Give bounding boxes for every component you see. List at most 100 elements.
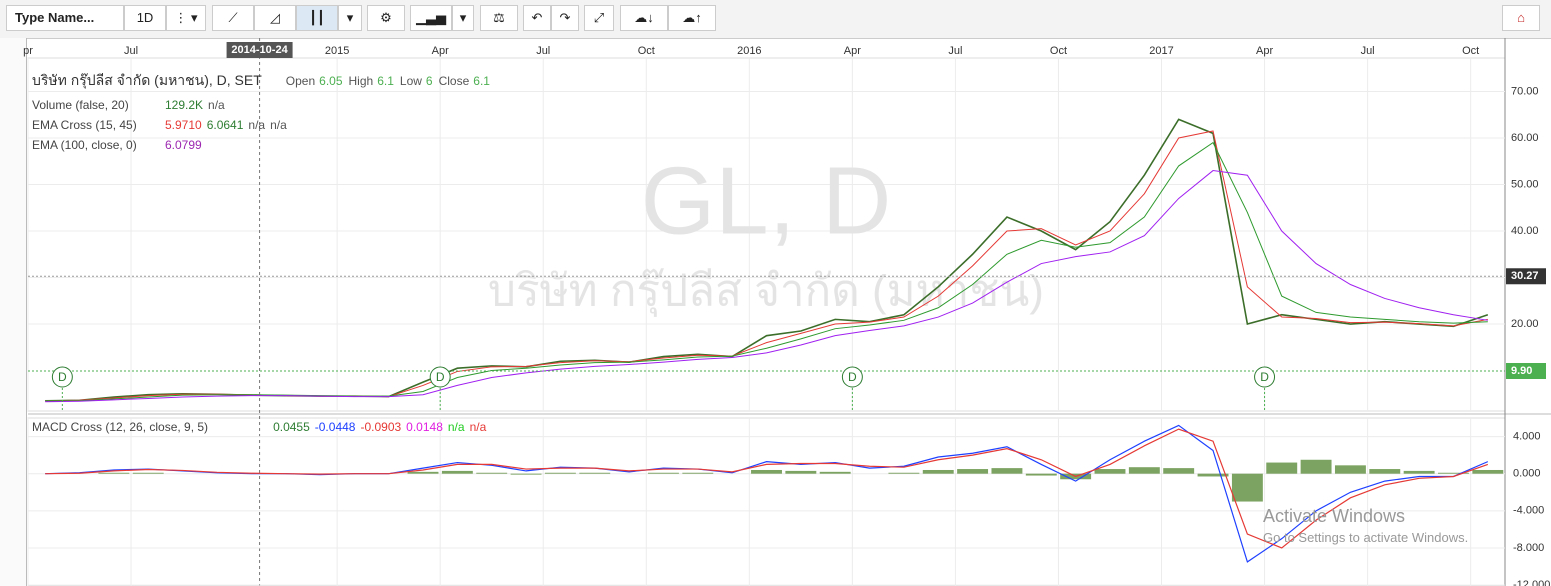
fullscreen-button[interactable]: ⤢: [584, 5, 614, 31]
indicator-value: n/a: [270, 118, 287, 132]
x-tick-label: Jul: [948, 45, 962, 57]
load-button[interactable]: ☁↓: [620, 5, 668, 31]
ohlc-value: 6.1: [473, 74, 490, 88]
x-tick-label: Apr: [1256, 45, 1273, 57]
home-button[interactable]: ⌂: [1502, 5, 1540, 31]
save-button[interactable]: ☁↑: [668, 5, 716, 31]
legend-row: Volume (false, 20) 129.2K n/a: [32, 98, 490, 112]
y-tick-label: 4.000: [1513, 430, 1541, 442]
histogram-bar: [1266, 462, 1298, 474]
legend-row: EMA Cross (15, 45) 5.9710 6.0641 n/a n/a: [32, 118, 490, 132]
redo-button[interactable]: ↷: [551, 5, 579, 31]
chart-area: pr Jul 2015 Apr Jul Oct 2016 Apr Jul Oct 2017 Apr Ju…: [23, 38, 1551, 586]
histogram-bar: [544, 472, 576, 474]
price-label-box: [1506, 363, 1546, 380]
x-tick-label: Jul: [124, 45, 138, 57]
price-label-box: [1506, 268, 1546, 285]
histogram-bar: [1128, 467, 1160, 474]
compare-button[interactable]: ⚖: [480, 5, 518, 31]
dividend-label: D: [1260, 370, 1269, 384]
histogram-bar: [957, 469, 989, 474]
histogram-bar: [1472, 469, 1504, 474]
undo-button[interactable]: ↶: [523, 5, 551, 31]
macd-value: n/a: [469, 420, 487, 434]
y-tick-label: 60.00: [1511, 132, 1539, 144]
symbol-search[interactable]: Type Name...: [6, 5, 124, 31]
indicator-value: 6.0641: [206, 118, 244, 132]
y-tick-label: 20.00: [1511, 318, 1539, 330]
candle-style-button[interactable]: ┃┃: [296, 5, 338, 31]
activation-text: Go to Settings to activate Windows.: [1263, 530, 1469, 545]
histogram-bar: [407, 471, 439, 474]
histogram-bar: [682, 472, 714, 474]
indicators-menu[interactable]: ▾: [452, 5, 474, 31]
x-tick-label: 2017: [1149, 45, 1173, 57]
indicator-value: 5.9710: [165, 118, 202, 132]
ohlc-value: 6: [425, 74, 433, 88]
histogram-bar: [476, 472, 508, 474]
indicator-label: EMA Cross (15, 45): [32, 118, 137, 132]
indicators-button[interactable]: ▁▃▅: [410, 5, 452, 31]
histogram-bar: [1163, 468, 1195, 474]
ohlc-label: High: [348, 74, 374, 88]
macd-title: MACD Cross (12, 26, close, 9, 5): [32, 420, 209, 434]
x-tick-label: Apr: [844, 45, 861, 57]
ohlc-label: Low: [399, 74, 422, 88]
y-tick-label: 40.00: [1511, 225, 1539, 237]
price-label: 30.27: [1511, 270, 1539, 282]
indicator-value: n/a: [208, 98, 225, 112]
interval-menu[interactable]: ⋮ ▾: [166, 5, 206, 31]
crosshair-label-box: [226, 42, 293, 58]
y-tick-label: 70.00: [1511, 85, 1539, 97]
y-tick-label: -8.000: [1513, 542, 1544, 554]
dividend-marker: [51, 366, 73, 388]
ohlc-value: 6.1: [377, 74, 394, 88]
histogram-bar: [579, 472, 611, 474]
x-tick-label: Jul: [536, 45, 550, 57]
area-style-button[interactable]: ◿: [254, 5, 296, 31]
interval-button[interactable]: 1D: [124, 5, 166, 31]
y-tick-label: -4.000: [1513, 505, 1544, 517]
y-tick-label: 0.000: [1513, 468, 1541, 480]
macd-value: 0.0455: [273, 420, 310, 434]
dividend-label: D: [58, 370, 67, 384]
histogram-bar: [1025, 473, 1057, 476]
x-tick-label: Oct: [1462, 45, 1479, 57]
dividend-marker: [429, 366, 451, 388]
settings-button[interactable]: ⚙: [367, 5, 405, 31]
macd-line: [45, 428, 1489, 549]
watermark: GL, D: [641, 147, 892, 254]
legend: บริษัท กรุ๊ปลีส จำกัด (มหาชน), D, SET Ope…: [32, 70, 490, 152]
price-label: 9.90: [1511, 365, 1532, 377]
activation-title: Activate Windows: [1263, 506, 1406, 526]
x-tick-label: Jul: [1361, 45, 1375, 57]
histogram-bar: [1231, 473, 1263, 502]
indicator-label: EMA (100, close, 0): [32, 138, 137, 152]
legend-title: บริษัท กรุ๊ปลีส จำกัด (มหาชน), D, SET: [32, 72, 262, 88]
y-tick-label: 50.00: [1511, 178, 1539, 190]
x-tick-label: Apr: [432, 45, 449, 57]
histogram-bar: [1369, 469, 1401, 474]
histogram-bar: [922, 469, 954, 474]
macd-value: -0.0903: [360, 420, 402, 434]
dividend-marker: [841, 366, 863, 388]
histogram-bar: [647, 472, 679, 474]
line-style-button[interactable]: ⟋: [212, 5, 254, 31]
crosshair-label: 2014-10-24: [231, 44, 288, 56]
macd-value: 0.0148: [406, 420, 443, 434]
histogram-bar: [1300, 459, 1332, 474]
dividend-label: D: [848, 370, 857, 384]
histogram-bar: [991, 468, 1023, 474]
style-menu[interactable]: ▾: [338, 5, 362, 31]
indicator-value: n/a: [248, 118, 266, 132]
x-tick-label: 2016: [737, 45, 761, 57]
x-tick-label: pr: [23, 45, 33, 57]
histogram-bar: [441, 470, 473, 474]
left-sidebar: [0, 38, 27, 586]
ohlc-value: 6.05: [319, 74, 343, 88]
histogram-bar: [1094, 469, 1126, 474]
histogram-bar: [785, 470, 817, 474]
macd-value: n/a: [447, 420, 465, 434]
dividend-marker: [1254, 366, 1276, 388]
indicator-label: Volume (false, 20): [32, 98, 129, 112]
